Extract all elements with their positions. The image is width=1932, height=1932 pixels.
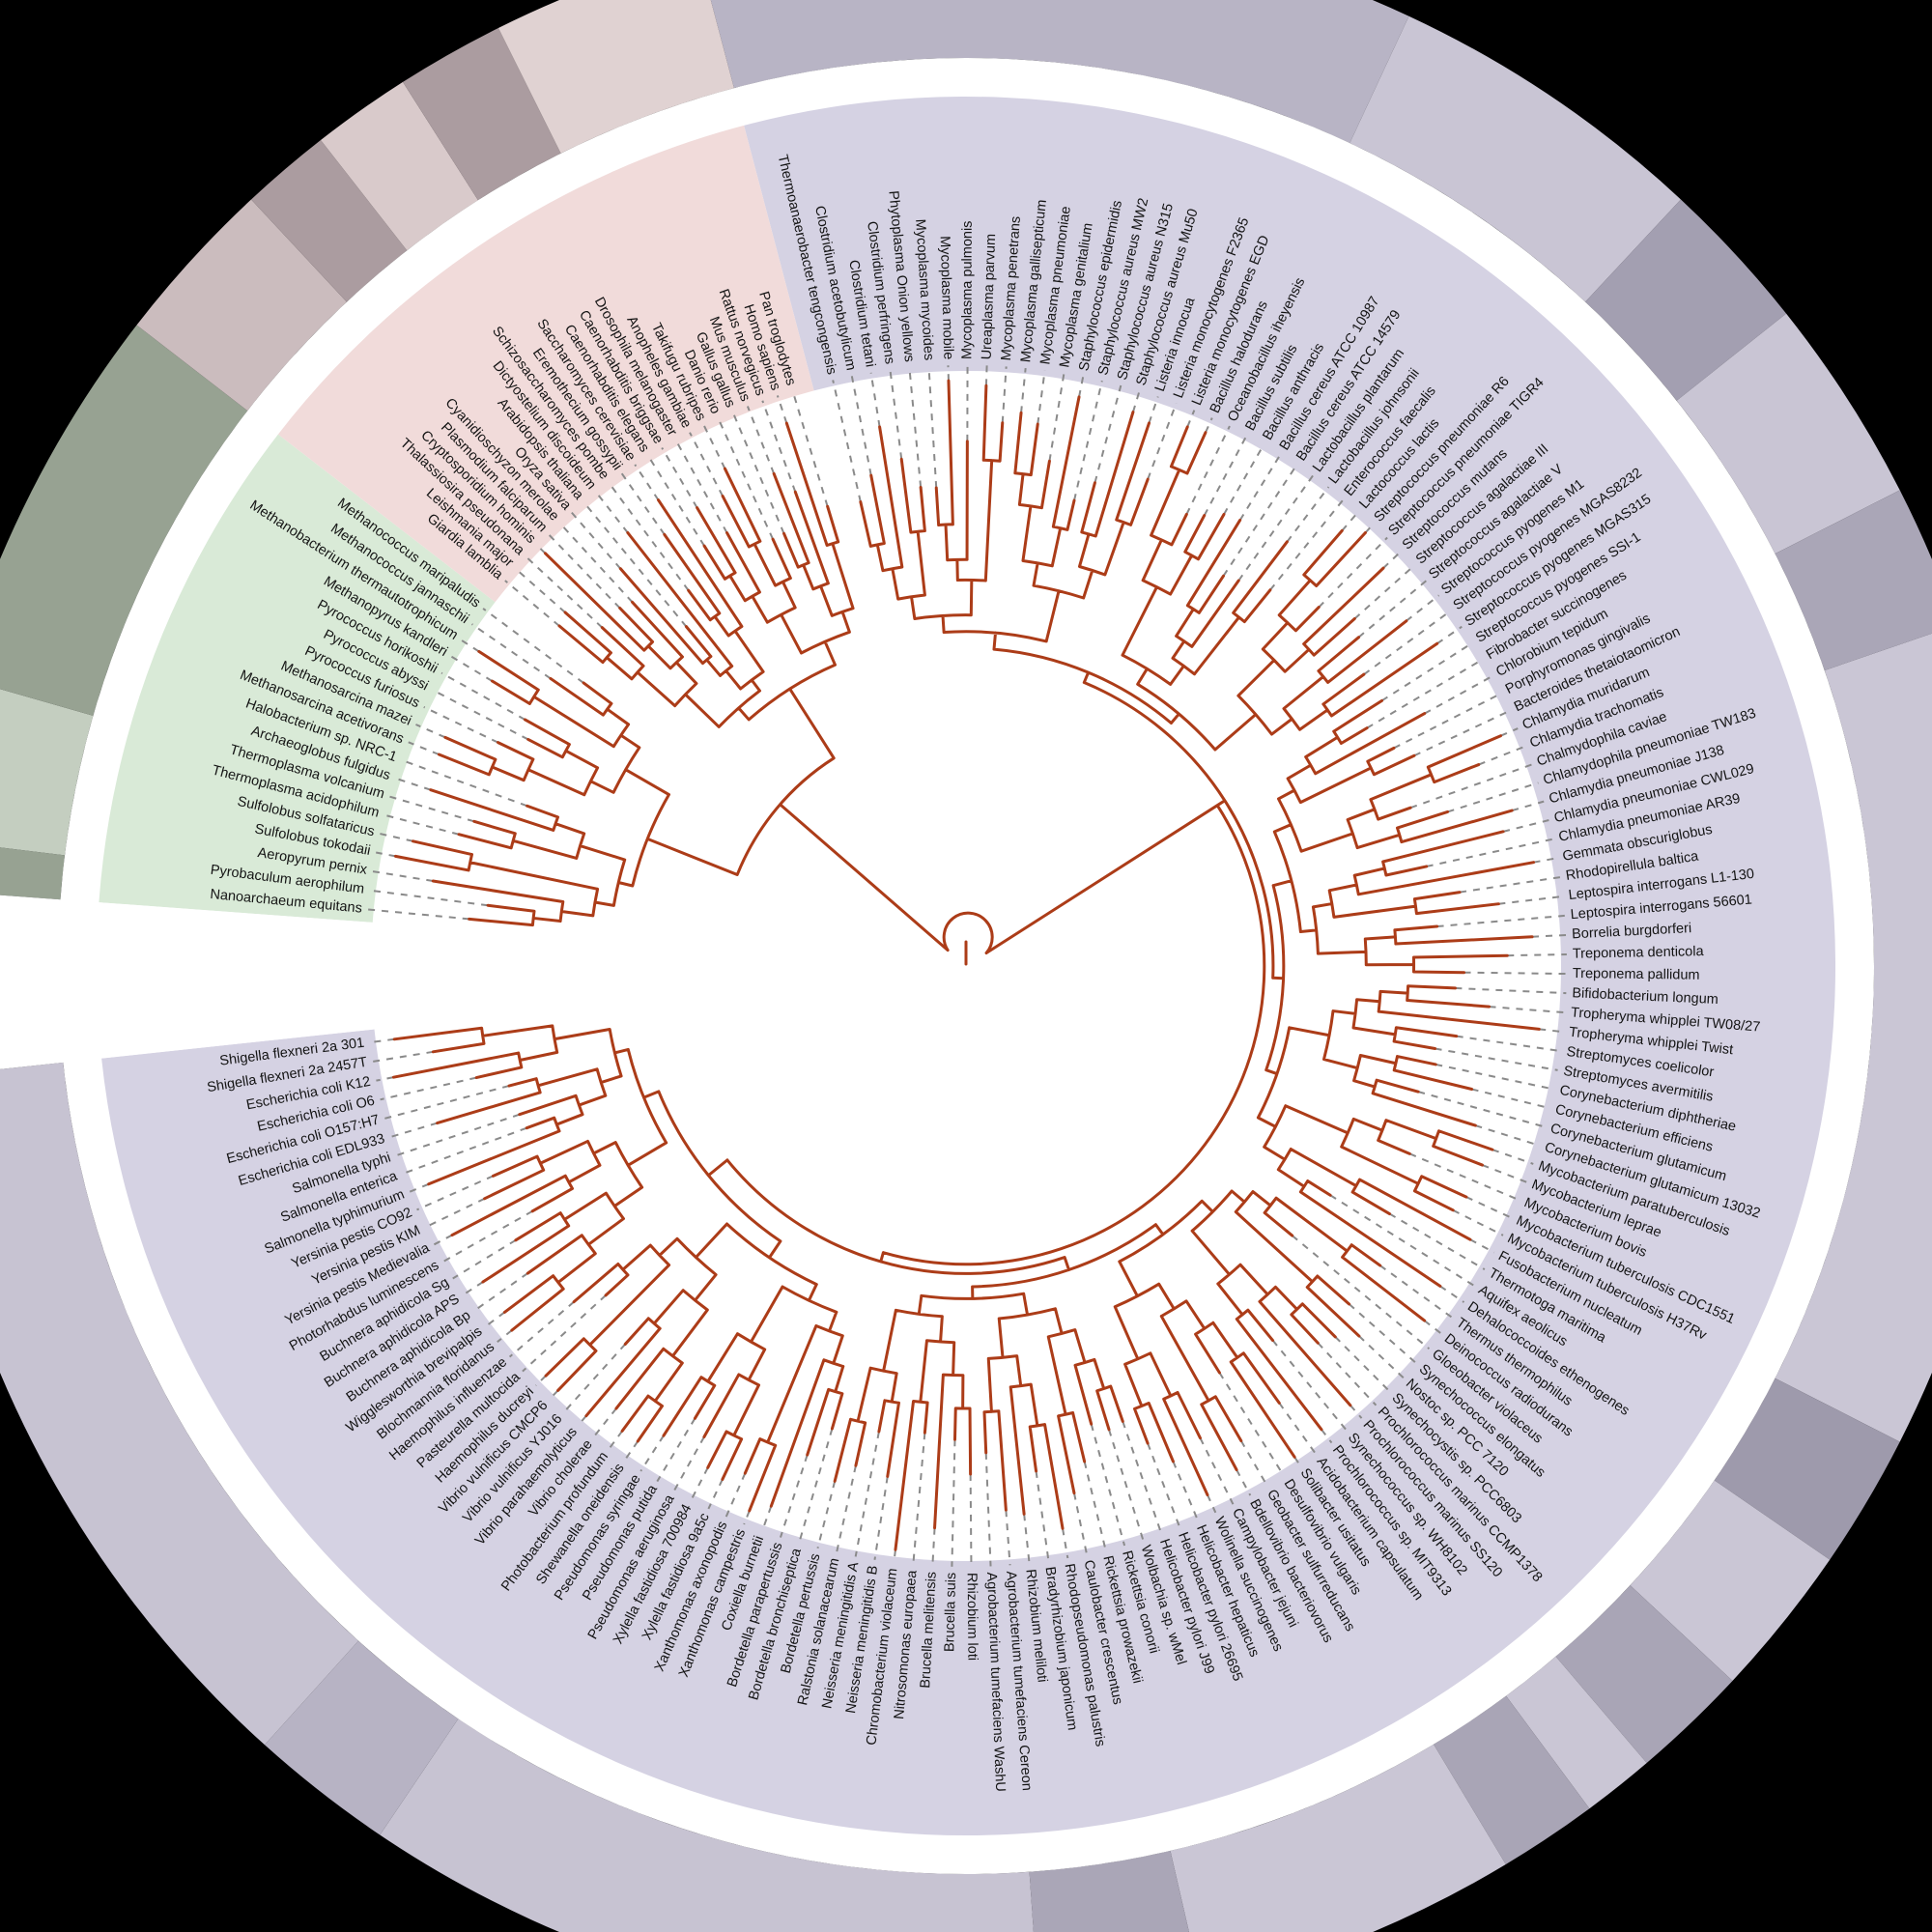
outer-ring-segment-4	[1775, 490, 1932, 670]
outer-ring-segment-9	[1506, 1656, 1647, 1809]
outer-ring-segment-18	[0, 325, 248, 716]
outer-ring-segment-20	[251, 140, 408, 302]
outer-ring-segment-22	[403, 28, 561, 201]
species-label: Borrelia burgdorferi	[1572, 921, 1692, 942]
outer-ring-segment-2	[1585, 199, 1787, 401]
outer-ring-segment-1	[1350, 15, 1681, 302]
outer-ring-segment-21	[321, 81, 478, 251]
species-label: Rhizobium loti	[964, 1573, 980, 1661]
domain-gap-wedge	[0, 895, 390, 1069]
domain-sector-eukaryota	[277, 125, 814, 603]
outer-ring-segment-3	[1676, 313, 1900, 554]
outer-ring-segment-15	[0, 1062, 358, 1746]
outer-ring-segment-7	[1630, 1480, 1831, 1681]
outer-ring-segment-13	[380, 1719, 1034, 1932]
domain-sector-archaea	[99, 434, 496, 923]
outer-ring-segment-23	[497, 0, 734, 154]
outer-ring-segment-0	[710, 0, 1409, 144]
species-label: Ureaplasma parvum	[980, 234, 1000, 360]
species-label: Brucella suis	[942, 1573, 959, 1653]
outer-ring-segment-8	[1555, 1585, 1733, 1763]
species-label: Treponema pallidum	[1573, 966, 1700, 983]
outer-ring-segment-5	[1775, 633, 1932, 1442]
outer-ring-segment-17	[0, 689, 94, 856]
species-label: Treponema denticola	[1573, 944, 1705, 962]
outer-ring-segment-6	[1714, 1378, 1900, 1560]
species-label: Bifidobacterium longum	[1572, 985, 1719, 1008]
tree-branches	[391, 379, 1541, 1551]
outer-ring-segment-10	[1434, 1695, 1590, 1864]
outer-ring-segment-16	[0, 847, 65, 900]
outer-ring-segment-11	[1170, 1744, 1506, 1932]
outer-ring-segment-19	[136, 199, 347, 412]
leaf-leader-lines	[367, 364, 1567, 1567]
species-label: Brucella melitensis	[918, 1572, 940, 1690]
species-label: Mycoplasma pulmonis	[959, 221, 975, 359]
outer-ring-segment-14	[265, 1640, 459, 1835]
domain-sector-bacteria	[101, 97, 1836, 1836]
species-label: Mycoplasma mobile	[937, 236, 956, 360]
outer-ring-segment-12	[1029, 1850, 1189, 1932]
